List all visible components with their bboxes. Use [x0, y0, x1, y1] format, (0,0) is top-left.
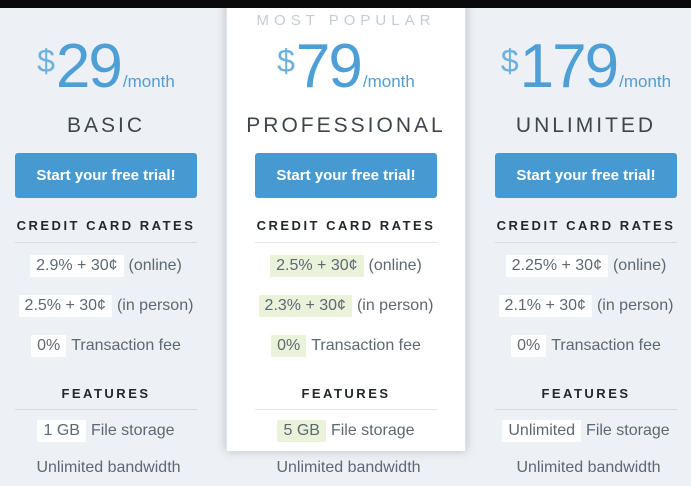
rate-row: 0% Transaction fee [0, 326, 226, 366]
divider [255, 409, 437, 410]
rates-list: 2.9% + 30¢ (online) 2.5% + 30¢ (in person)… [0, 246, 226, 366]
feature-value-highlight: Unlimited [502, 419, 582, 442]
rate-row: 2.25% + 30¢ (online) [466, 246, 691, 286]
divider [495, 409, 677, 410]
plan-card-professional: MOST POPULAR $79/month PROFESSIONAL Star… [226, 0, 466, 476]
currency-symbol: $ [500, 43, 519, 79]
currency-symbol: $ [277, 43, 295, 79]
rate-value-highlight: 0% [511, 335, 547, 357]
feature-label: Unlimited bandwidth [276, 458, 421, 476]
rate-value-highlight: 2.9% + 30¢ [30, 255, 124, 277]
feature-row: 1 GB File storage [0, 412, 226, 449]
features-header: FEATURES [301, 386, 391, 401]
rate-row: 2.1% + 30¢ (in person) [466, 286, 691, 326]
rate-label: (online) [368, 257, 422, 274]
feature-value-highlight: 5 GB [277, 419, 326, 442]
plan-name: UNLIMITED [515, 114, 657, 137]
rate-label: Transaction fee [71, 337, 181, 354]
rate-value-highlight: 0% [271, 335, 307, 357]
divider [255, 242, 437, 243]
rate-row: 2.3% + 30¢ (in person) [227, 286, 465, 326]
rate-value-highlight: 2.5% + 30¢ [270, 255, 364, 277]
price-amount: 179 [519, 32, 619, 101]
most-popular-badge: MOST POPULAR [256, 12, 436, 29]
price-amount: 29 [55, 32, 123, 101]
features-header: FEATURES [541, 386, 631, 401]
divider [15, 242, 197, 243]
rate-label: (in person) [116, 297, 194, 314]
credit-card-rates-header: CREDIT CARD RATES [496, 218, 676, 233]
top-bar [0, 0, 691, 8]
feature-row: 5 GB File storage [227, 412, 465, 449]
start-trial-button[interactable]: Start your free trial! [15, 153, 197, 198]
rate-value-highlight: 0% [31, 335, 67, 357]
feature-row: Unlimited bandwidth [466, 449, 691, 486]
currency-symbol: $ [37, 43, 55, 79]
rate-label: (in person) [356, 297, 434, 314]
start-trial-button[interactable]: Start your free trial! [495, 153, 677, 198]
feature-row: Unlimited File storage [466, 412, 691, 449]
feature-row: Unlimited bandwidth [227, 449, 465, 486]
feature-label: Unlimited bandwidth [36, 458, 181, 476]
plan-card-unlimited: $179/month UNLIMITED Start your free tri… [466, 0, 691, 476]
divider [495, 242, 677, 243]
start-trial-button[interactable]: Start your free trial! [255, 153, 437, 198]
rate-row: 2.9% + 30¢ (online) [0, 246, 226, 286]
feature-value-highlight: 1 GB [37, 419, 86, 442]
rate-label: (in person) [596, 297, 674, 314]
price-period: /month [362, 72, 415, 91]
price-period: /month [122, 72, 175, 91]
rate-label: (online) [612, 257, 667, 274]
rate-value-highlight: 2.3% + 30¢ [258, 295, 352, 317]
price: $179/month [466, 36, 691, 100]
pricing-table: $29/month BASIC Start your free trial! C… [0, 0, 691, 476]
rate-value-highlight: 2.25% + 30¢ [505, 255, 608, 277]
rate-row: 0% Transaction fee [466, 326, 691, 366]
price: $29/month [0, 36, 226, 100]
rate-value-highlight: 2.1% + 30¢ [498, 295, 592, 317]
plan-name: BASIC [66, 114, 146, 137]
rate-label: Transaction fee [311, 337, 421, 354]
price-amount: 79 [295, 32, 363, 101]
feature-label: File storage [586, 421, 670, 439]
price-period: /month [619, 72, 672, 91]
features-list: 5 GB File storage Unlimited bandwidth [227, 412, 465, 486]
rate-row: 2.5% + 30¢ (online) [227, 246, 465, 286]
features-list: Unlimited File storage Unlimited bandwidt… [466, 412, 691, 486]
rate-value-highlight: 2.5% + 30¢ [18, 295, 112, 317]
feature-row: Unlimited bandwidth [0, 449, 226, 486]
credit-card-rates-header: CREDIT CARD RATES [16, 218, 196, 233]
plan-card-basic: $29/month BASIC Start your free trial! C… [0, 0, 226, 476]
price: $79/month [227, 36, 465, 100]
feature-label: Unlimited bandwidth [516, 458, 661, 476]
feature-label: File storage [330, 421, 415, 439]
rates-list: 2.5% + 30¢ (online) 2.3% + 30¢ (in person)… [227, 246, 465, 366]
credit-card-rates-header: CREDIT CARD RATES [256, 218, 436, 233]
feature-label: File storage [90, 421, 175, 439]
rates-list: 2.25% + 30¢ (online) 2.1% + 30¢ (in person… [466, 246, 691, 366]
divider [15, 409, 197, 410]
rate-row: 0% Transaction fee [227, 326, 465, 366]
rate-label: (online) [128, 257, 182, 274]
plan-name: PROFESSIONAL [246, 114, 446, 137]
rate-label: Transaction fee [551, 337, 661, 354]
features-header: FEATURES [61, 386, 151, 401]
features-list: 1 GB File storage Unlimited bandwidth [0, 412, 226, 486]
rate-row: 2.5% + 30¢ (in person) [0, 286, 226, 326]
